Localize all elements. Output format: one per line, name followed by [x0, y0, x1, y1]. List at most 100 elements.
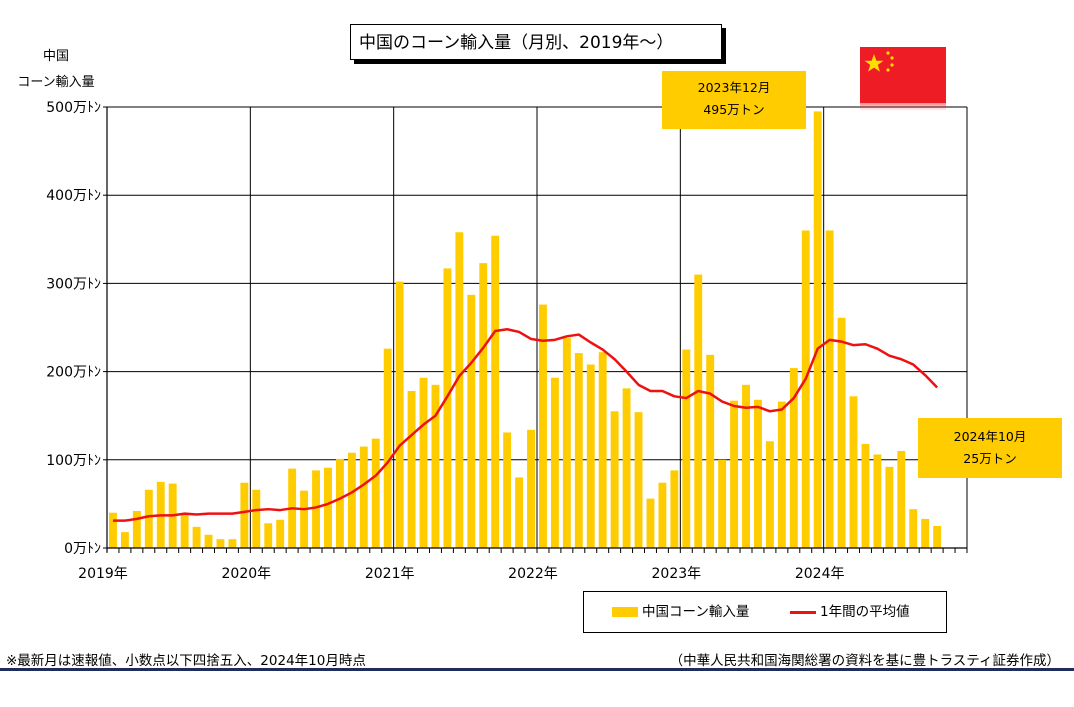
bar	[264, 523, 273, 548]
bar	[300, 490, 309, 548]
bar	[849, 396, 858, 548]
x-tick-label: 2022年	[508, 566, 558, 582]
bar	[240, 482, 249, 548]
y-tick-label: 200万ﾄﾝ	[46, 365, 101, 381]
bar	[407, 391, 416, 548]
y-axis-label: 中国 コーン輸入量	[6, 44, 106, 96]
y-tick-label: 400万ﾄﾝ	[46, 188, 101, 204]
bar	[192, 526, 201, 548]
bar	[837, 317, 846, 548]
bar	[204, 534, 213, 548]
latest-callout-date: 2024年10月	[953, 429, 1027, 444]
bar	[634, 412, 643, 548]
average-line	[112, 328, 939, 522]
x-tick-label: 2023年	[652, 566, 702, 582]
bar	[527, 429, 535, 548]
bar	[467, 294, 476, 548]
bar	[324, 467, 332, 548]
bar	[825, 230, 834, 549]
y-tick-label: 0万ﾄﾝ	[64, 541, 101, 557]
y-axis-label-line2: コーン輸入量	[17, 75, 95, 90]
bar	[180, 514, 189, 548]
bar	[897, 450, 906, 548]
legend-line-swatch	[790, 610, 816, 614]
bar	[132, 510, 141, 548]
footnote: ※最新月は速報値、小数点以下四捨五入、2024年10月時点	[6, 653, 366, 669]
bar	[574, 353, 583, 548]
axes	[103, 106, 968, 553]
peak-callout-value: 495万トン	[703, 102, 765, 117]
bar	[120, 532, 129, 548]
chart-title: 中国のコーン輸入量（月別、2019年～）	[350, 24, 722, 60]
y-axis-label-line1: 中国	[42, 49, 69, 64]
bar	[347, 452, 356, 548]
bar	[144, 489, 153, 548]
bar	[586, 364, 595, 548]
y-tick-labels: 0万ﾄﾝ 100万ﾄﾝ 200万ﾄﾝ 300万ﾄﾝ 400万ﾄﾝ 500万ﾄﾝ	[46, 100, 101, 557]
bar	[359, 446, 368, 548]
bar	[598, 352, 607, 548]
legend-bar-swatch	[612, 607, 638, 617]
legend-item-line: 1年間の平均値	[790, 592, 910, 632]
bar	[276, 519, 285, 548]
bar	[610, 411, 619, 548]
bar	[873, 454, 882, 548]
bar	[539, 304, 547, 548]
bar	[670, 470, 679, 548]
x-tick-labels: 2019年 2020年 2021年 2022年 2023年 2024年	[78, 566, 844, 582]
bar	[885, 466, 894, 548]
bottom-rule	[0, 668, 1074, 671]
bar	[933, 525, 942, 548]
bar	[491, 235, 500, 548]
bar	[216, 539, 225, 548]
peak-callout-date: 2023年12月	[697, 80, 771, 95]
bar	[431, 384, 440, 548]
bar	[550, 377, 559, 548]
y-tick-label: 300万ﾄﾝ	[46, 276, 101, 292]
bar	[228, 539, 237, 548]
bar	[777, 401, 786, 548]
x-tick-label: 2020年	[222, 566, 272, 582]
bar	[706, 354, 715, 548]
bar	[718, 459, 727, 548]
legend-line-label: 1年間の平均値	[820, 604, 910, 620]
bar	[443, 268, 452, 548]
bar	[455, 232, 464, 549]
bar	[921, 518, 930, 548]
latest-callout-value: 25万トン	[963, 451, 1017, 466]
legend-item-bars: 中国コーン輸入量	[612, 592, 749, 632]
bar	[909, 509, 918, 548]
peak-callout: 2023年12月 495万トン	[662, 71, 806, 129]
bar	[335, 458, 344, 548]
china-flag-icon	[860, 47, 946, 111]
latest-callout: 2024年10月 25万トン	[918, 418, 1062, 478]
y-tick-label: 500万ﾄﾝ	[46, 100, 101, 116]
bar	[419, 377, 428, 548]
legend-bar-label: 中国コーン輸入量	[642, 604, 750, 620]
bar	[694, 274, 703, 548]
x-tick-label: 2024年	[795, 566, 845, 582]
bar	[861, 443, 870, 548]
y-tick-label: 100万ﾄﾝ	[46, 453, 101, 469]
bar	[742, 384, 750, 548]
bar	[754, 399, 762, 548]
bar	[479, 263, 488, 548]
bar	[252, 489, 261, 548]
bar	[622, 388, 631, 548]
bar	[312, 470, 320, 548]
source-note: （中華人民共和国海関総署の資料を基に豊トラスティ証券作成）	[669, 653, 1060, 669]
import-bars	[109, 111, 942, 549]
bar	[682, 349, 691, 548]
bar	[395, 281, 404, 548]
bar	[730, 400, 739, 548]
x-tick-label: 2021年	[365, 566, 415, 582]
bar	[813, 111, 822, 548]
bar	[109, 512, 117, 548]
bar	[789, 368, 798, 548]
bar	[658, 482, 667, 548]
bar	[503, 432, 512, 548]
bar	[383, 348, 392, 548]
bar	[765, 441, 774, 548]
bar	[515, 477, 524, 548]
